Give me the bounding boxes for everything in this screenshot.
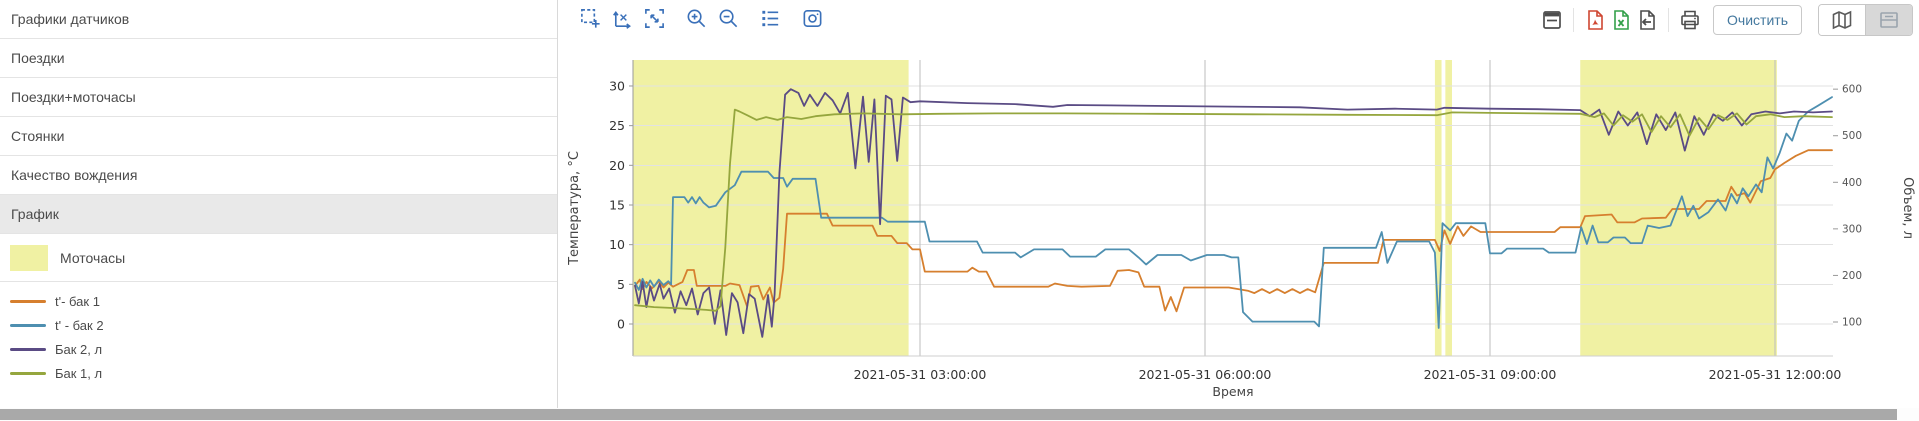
legend-item-label: t'- бак 1 — [55, 293, 100, 309]
sidebar-item-label: График — [11, 206, 59, 222]
series-line-2 — [634, 88, 1833, 338]
sidebar-item-label: Поездки+моточасы — [11, 89, 136, 105]
right-axis-title: Объем, л — [1900, 177, 1915, 239]
map-view-toggle[interactable] — [1819, 5, 1865, 35]
legend-item-label: t' - бак 2 — [55, 317, 104, 333]
box-zoom-icon[interactable] — [577, 5, 603, 31]
sidebar-item-label: Стоянки — [11, 128, 65, 144]
left-tick-label: 5 — [617, 277, 625, 292]
x-tick-label: 2021-05-31 09:00:00 — [1424, 367, 1557, 382]
right-tick-label: 400 — [1842, 177, 1862, 189]
legend-list-icon[interactable] — [757, 5, 783, 31]
x-tick-label: 2021-05-31 06:00:00 — [1139, 367, 1272, 382]
zoom-toolbar — [577, 5, 825, 31]
legend-item-t-tank2[interactable]: t' - бак 2 — [0, 313, 557, 337]
sidebar-item-label: Графики датчиков — [11, 11, 130, 27]
engine-hours-swatch — [10, 244, 48, 271]
split-panel-icon — [1880, 12, 1898, 28]
scrollbar-thumb[interactable] — [0, 409, 1897, 420]
chart-legend: t'- бак 1 t' - бак 2 Бак 2, л Бак 1, л — [0, 282, 557, 385]
legend-item-label: Бак 1, л — [55, 365, 103, 381]
chart-toolbar: Очистить — [559, 0, 1919, 36]
x-tick-label: 2021-05-31 12:00:00 — [1709, 367, 1842, 382]
sidebar-item-label: Качество вождения — [11, 167, 138, 183]
right-tick-label: 300 — [1842, 223, 1862, 235]
map-icon — [1832, 10, 1852, 30]
zoom-out-icon[interactable] — [715, 5, 741, 31]
series-line-3 — [634, 108, 1833, 312]
x-axis-title: Время — [1212, 384, 1253, 399]
engine-hours-band — [1445, 60, 1452, 356]
sensor-chart[interactable]: 0 5 10 15 20 25 30 2021-05-31 03:00:00 2021-05-3… — [559, 40, 1919, 410]
sidebar-item-sensor-charts[interactable]: Графики датчиков — [0, 0, 557, 39]
sidebar-item-label: Поездки — [11, 50, 65, 66]
horizontal-scrollbar[interactable] — [0, 408, 1919, 421]
legend-engine-hours: Моточасы — [0, 234, 557, 282]
legend-line-swatch — [10, 323, 46, 327]
right-tick-label: 200 — [1842, 270, 1862, 282]
left-tick-label: 0 — [617, 317, 625, 332]
sidebar-item-trips-engine-hours[interactable]: Поездки+моточасы — [0, 78, 557, 117]
sidebar: Графики датчиков Поездки Поездки+моточас… — [0, 0, 558, 408]
right-tick-label: 100 — [1842, 317, 1862, 329]
fit-extent-icon[interactable] — [641, 5, 667, 31]
legend-item-tank2-volume[interactable]: Бак 2, л — [0, 337, 557, 361]
engine-hours-band — [633, 60, 909, 356]
legend-line-swatch — [10, 299, 46, 303]
zoom-in-icon[interactable] — [683, 5, 709, 31]
engine-hours-band — [1580, 60, 1777, 356]
left-tick-label: 20 — [609, 158, 625, 173]
sidebar-item-parkings[interactable]: Стоянки — [0, 117, 557, 156]
split-view-toggle[interactable] — [1865, 5, 1912, 35]
legend-item-tank1-volume[interactable]: Бак 1, л — [0, 361, 557, 385]
legend-item-t-tank1[interactable]: t'- бак 1 — [0, 289, 557, 313]
right-tick-label: 600 — [1842, 84, 1862, 96]
x-tick-label: 2021-05-31 03:00:00 — [854, 367, 987, 382]
series-line-1 — [634, 96, 1833, 329]
sidebar-item-chart[interactable]: График — [0, 195, 557, 234]
left-tick-label: 25 — [609, 118, 625, 133]
left-tick-label: 30 — [609, 78, 625, 93]
pdf-export-icon[interactable] — [1582, 7, 1608, 33]
left-axis-title: Температура, °C — [567, 151, 582, 266]
right-tick-label: 500 — [1842, 130, 1862, 142]
print-icon[interactable] — [1677, 7, 1703, 33]
report-icon[interactable] — [1539, 7, 1565, 33]
snapshot-icon[interactable] — [799, 5, 825, 31]
export-file-icon[interactable] — [1634, 7, 1660, 33]
view-toggle — [1818, 4, 1913, 36]
excel-export-icon[interactable] — [1608, 7, 1634, 33]
sidebar-item-trips[interactable]: Поездки — [0, 39, 557, 78]
export-toolbar: Очистить — [1539, 4, 1913, 36]
legend-line-swatch — [10, 347, 46, 351]
left-tick-label: 15 — [609, 197, 625, 212]
left-tick-label: 10 — [609, 237, 625, 252]
zoom-x-axis-icon[interactable] — [609, 5, 635, 31]
legend-line-swatch — [10, 371, 46, 375]
engine-hours-band — [1434, 60, 1442, 356]
engine-hours-label: Моточасы — [60, 249, 126, 266]
sidebar-item-driving-quality[interactable]: Качество вождения — [0, 156, 557, 195]
legend-item-label: Бак 2, л — [55, 341, 103, 357]
clear-button[interactable]: Очистить — [1713, 5, 1802, 35]
